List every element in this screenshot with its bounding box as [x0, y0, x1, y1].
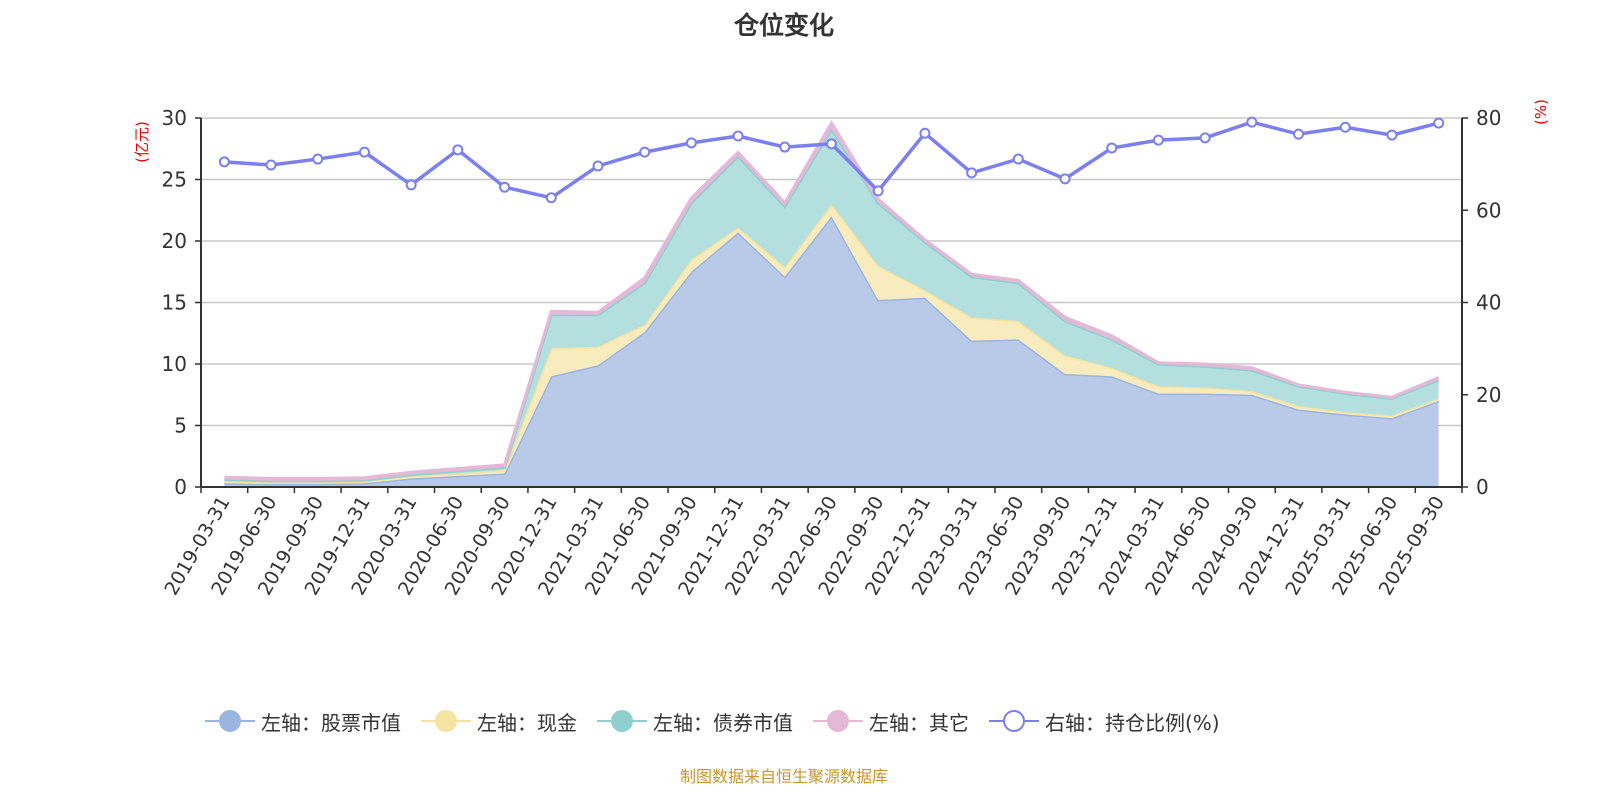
ratio-point [1199, 132, 1211, 144]
y-left-tick-label: 20 [162, 229, 187, 253]
chart-title: 仓位变化 [733, 11, 834, 40]
ratio-point [1152, 134, 1164, 146]
legend-item-1[interactable]: 左轴：现金 [421, 706, 577, 736]
ratio-point [452, 144, 464, 156]
ratio-point [218, 156, 230, 168]
ratio-point [545, 192, 557, 204]
ratio-point [685, 137, 697, 149]
y-left-tick-label: 10 [162, 352, 187, 376]
legend-label: 右轴：持仓比例(%) [1045, 710, 1220, 735]
legend-circle-icon [813, 710, 863, 732]
ratio-point [1433, 117, 1445, 129]
ratio-point [592, 160, 604, 172]
y-left-tick-label: 25 [162, 168, 187, 192]
source-note: 制图数据来自恒生聚源数据库 [679, 767, 888, 786]
y-right-tick-label: 60 [1476, 198, 1501, 222]
legend-item-2[interactable]: 左轴：债券市值 [597, 706, 793, 736]
y-left-tick-label: 15 [162, 291, 187, 315]
legend-item-3[interactable]: 左轴：其它 [813, 706, 969, 736]
y-left-tick-label: 30 [162, 106, 187, 130]
y-right-tick-label: 20 [1476, 383, 1501, 407]
y-right-axis-label: (%) [1532, 99, 1550, 125]
ratio-point [1246, 116, 1258, 128]
y-left-tick-label: 5 [174, 414, 187, 438]
legend-label: 左轴：债券市值 [653, 710, 793, 735]
legend-circle-icon [421, 710, 471, 732]
ratio-point [312, 153, 324, 165]
ratio-point [872, 185, 884, 197]
ratio-point [826, 138, 837, 150]
ratio-point [966, 167, 978, 179]
y-right-tick-label: 80 [1476, 106, 1501, 130]
area-series-0 [224, 216, 1439, 487]
y-left-tick-label: 0 [174, 475, 187, 499]
legend-label: 左轴：现金 [477, 710, 577, 735]
area-line-series-3 [224, 119, 1440, 480]
legend-label: 左轴：其它 [869, 710, 969, 735]
legend-circle-icon [597, 710, 647, 732]
y-right-tick-label: 0 [1476, 475, 1489, 499]
ratio-point [732, 130, 744, 142]
ratio-point [1293, 128, 1305, 140]
legend-circle-icon [205, 710, 255, 732]
ratio-point [1106, 142, 1118, 154]
area-series-1 [224, 204, 1439, 484]
ratio-point [499, 181, 511, 193]
legend-label: 左轴：股票市值 [261, 710, 401, 735]
ratio-point [1012, 153, 1024, 165]
ratio-point [1059, 173, 1071, 185]
legend: 左轴：股票市值 左轴：现金 左轴：债券市值 左轴：其它 右轴：持仓比例(%) [205, 706, 1220, 736]
ratio-point [919, 127, 931, 139]
ratio-point [1386, 129, 1398, 141]
ratio-point [265, 159, 277, 171]
y-left-axis-label: (亿元) [133, 121, 151, 163]
y-right-tick-label: 40 [1476, 291, 1501, 315]
ratio-point [639, 146, 651, 158]
legend-hollow-circle-icon [989, 710, 1039, 732]
ratio-point [358, 146, 370, 158]
ratio-point [405, 179, 417, 191]
legend-item-4[interactable]: 右轴：持仓比例(%) [989, 706, 1220, 736]
ratio-point [1339, 121, 1351, 133]
ratio-point [779, 141, 791, 153]
legend-item-0[interactable]: 左轴：股票市值 [205, 706, 401, 736]
